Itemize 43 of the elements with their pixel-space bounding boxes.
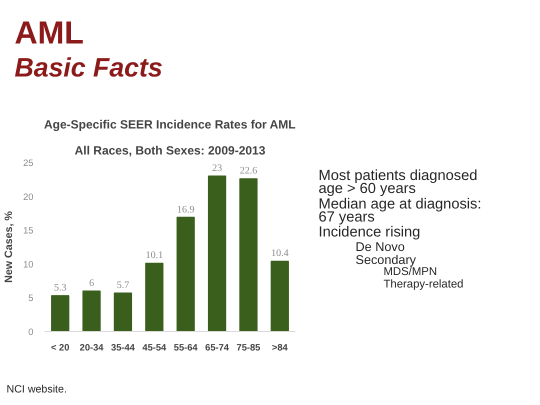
data-label: 16.9: [176, 204, 194, 216]
data-label: 5.7: [116, 280, 130, 291]
bar: [239, 178, 258, 332]
text: Basic Facts: [14, 52, 163, 82]
chart-subtitle: All Races, Both Sexes: 2009-2013: [74, 144, 266, 158]
data-label: 23: [212, 163, 222, 174]
y-tick-label: 5: [28, 293, 34, 304]
bar: [114, 292, 132, 332]
bar: [51, 295, 70, 332]
text: De Novo: [356, 240, 405, 254]
y-tick-label: 10: [23, 259, 34, 270]
text: Therapy-related: [384, 278, 464, 290]
text: Most patients diagnosed age > 60 years: [318, 168, 478, 198]
data-label: 6: [89, 278, 94, 289]
text: Incidence rising: [318, 224, 420, 241]
x-tick-label: 65-74: [205, 342, 230, 352]
x-tick-label: 75-85: [236, 342, 260, 352]
chart-title: Age-Specific SEER Incidence Rates for AML: [44, 118, 296, 132]
x-tick-label: 20-34: [80, 342, 104, 352]
x-tick-label: 35-44: [111, 342, 136, 352]
y-tick-label: 0: [28, 327, 34, 337]
bar: [270, 260, 289, 332]
bar: [176, 216, 195, 332]
y-axis-title: New Cases, %: [3, 210, 16, 283]
data-label: 22.6: [240, 166, 258, 177]
text: MDS/MPN: [384, 266, 437, 278]
bar: [208, 176, 226, 332]
x-tick-label: >84: [272, 342, 289, 352]
y-tick-label: 20: [23, 192, 34, 202]
x-tick-label: 55-64: [174, 342, 198, 352]
y-tick-label: 25: [23, 158, 34, 168]
x-tick-label: 45-54: [142, 342, 168, 352]
data-label: 5.3: [54, 282, 66, 294]
text: NCI website.: [6, 384, 67, 396]
y-tick-label: 15: [23, 226, 34, 236]
bar: [145, 262, 164, 332]
text: Median age at diagnosis: 67 years: [318, 196, 482, 226]
text: AML: [14, 14, 84, 50]
data-label: 10.4: [271, 248, 289, 260]
bar: [82, 290, 101, 332]
data-label: 10.1: [146, 250, 164, 262]
text: Secondary: [356, 252, 417, 267]
x-tick-label: < 20: [50, 342, 70, 352]
